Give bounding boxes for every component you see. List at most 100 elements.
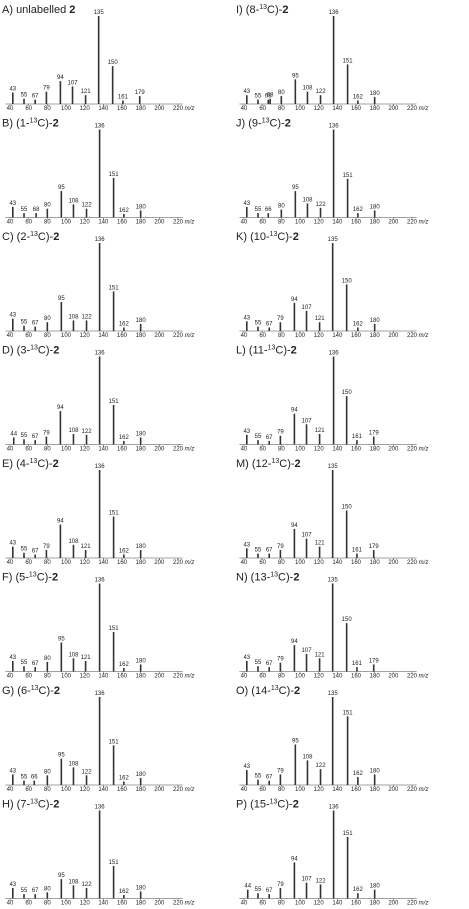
peak-label: 95 [292,739,299,745]
peak [257,779,259,785]
x-tick-label: 100 [61,447,72,453]
x-tick-label: 220 [173,560,184,566]
peak [85,775,88,785]
peak-label: 80 [278,204,285,210]
x-tick-label: 140 [98,106,109,112]
peak-label: 79 [277,430,284,436]
spectrum-panel: B) (1-13C)-2 40 60 80 100 120 140 160 180 200 220 m… [2,118,194,226]
peak-label: 108 [68,198,79,204]
peak-label: 94 [57,405,64,411]
peak [46,322,49,331]
peak-label: 108 [302,197,313,203]
x-tick-label: 180 [370,220,381,226]
peak [85,434,88,445]
peak [331,697,334,785]
title-after: C)- [277,799,293,811]
peak-label: 95 [58,185,65,191]
x-tick-label: 220 [173,787,184,793]
x-tick-label: 40 [241,106,248,112]
peak-label: 94 [291,523,298,529]
peak [345,623,348,672]
panel-letter: C) [2,231,14,243]
x-axis-label: m/z [185,901,195,907]
x-tick-label: 120 [80,560,91,566]
peak [319,769,322,785]
peak [34,894,36,899]
peak [356,440,358,445]
peak-label: 43 [243,315,250,321]
peak-label: 136 [95,237,106,243]
title-isotope: 13 [30,458,38,465]
peak [332,16,335,104]
x-tick-label: 160 [117,560,128,566]
x-tick-label: 80 [278,106,285,112]
title-isotope: 13 [268,345,276,352]
peak [356,553,358,558]
peak [98,129,101,218]
title-compound: 2 [53,345,59,357]
x-tick-label: 160 [351,333,362,339]
panel-title: B) (1-13C)-2 [2,118,59,130]
peak [72,544,75,558]
peak [318,658,321,672]
x-tick-label: 60 [259,333,266,339]
peak-label: 55 [255,207,262,213]
spectrum-panel: F) (5-13C)-2 40 60 80 100 120 140 160 180 200 220 m… [2,572,194,680]
peak [246,206,248,218]
panel-title: N) (13-13C)-2 [236,572,299,584]
x-tick-label: 120 [80,106,91,112]
x-tick-label: 200 [388,220,399,226]
peak [372,664,375,672]
x-tick-label: 200 [154,560,165,566]
x-tick-label: 60 [25,787,32,793]
peak [46,661,49,672]
peak-label: 94 [57,75,64,81]
peak-label: 43 [9,882,16,888]
x-axis-label: m/z [185,560,195,566]
peak [346,178,349,218]
peak [59,411,62,445]
x-tick-label: 60 [25,106,32,112]
peak [23,98,25,104]
x-tick-label: 60 [25,333,32,339]
peak [34,326,36,331]
x-tick-label: 60 [259,787,266,793]
peak-label: 179 [369,431,380,437]
x-tick-label: 100 [61,560,72,566]
peak-label: 43 [243,201,250,207]
x-tick-label: 220 [173,333,184,339]
peak [318,546,321,558]
peak [318,433,321,445]
peak [12,318,14,331]
x-tick-label: 100 [295,106,306,112]
x-tick-label: 180 [370,106,381,112]
peak [123,554,125,558]
peak-label: 150 [342,617,353,623]
peak-label: 95 [58,296,65,302]
x-tick-label: 200 [154,447,165,453]
peak [373,774,376,785]
panel-letter: J) [236,118,245,130]
peak-label: 121 [81,655,92,661]
peak [257,213,259,218]
x-tick-label: 220 [407,901,418,907]
x-tick-label: 160 [351,220,362,226]
peak-label: 136 [329,351,340,357]
peak-label: 122 [82,882,93,888]
x-tick-label: 120 [80,447,91,453]
x-tick-label: 160 [117,333,128,339]
title-compound: 2 [52,572,58,584]
peak-label: 55 [21,433,28,439]
peak [139,891,142,899]
title-isotope: 13 [31,685,39,692]
peak-label: 44 [10,431,17,437]
peak [246,548,248,558]
peak [34,667,36,672]
peak [72,885,75,899]
panel-letter: N) [236,572,248,584]
x-tick-label: 100 [61,901,72,907]
peak-label: 43 [9,541,16,547]
x-tick-label: 80 [44,106,51,112]
x-tick-label: 160 [351,447,362,453]
peak [60,758,63,785]
